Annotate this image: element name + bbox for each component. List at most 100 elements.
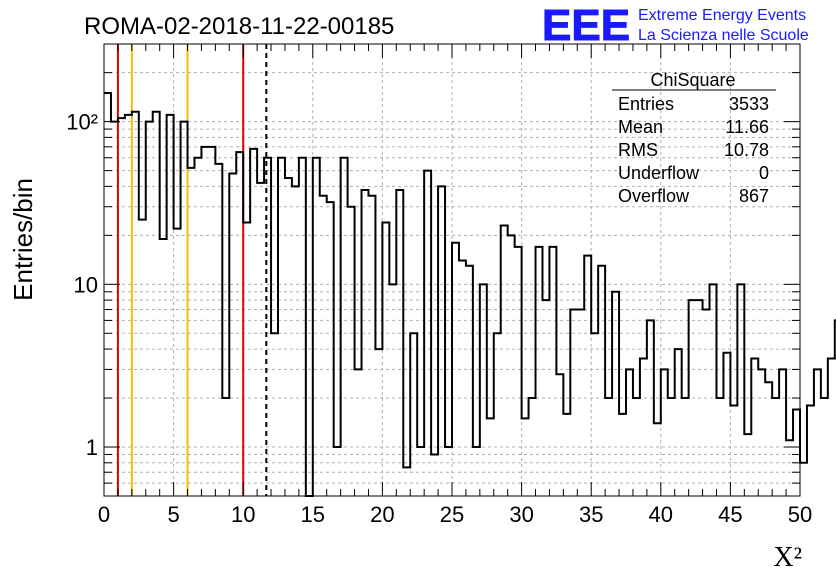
histogram-bin (320, 196, 327, 496)
histogram-bin (570, 310, 577, 496)
histogram-bin (160, 239, 167, 496)
axis-ticks (103, 43, 801, 497)
x-tick-label: 30 (509, 502, 533, 527)
stats-box: ChiSquare Entries 3533 Mean 11.66 RMS 10.78 Un… (612, 70, 776, 206)
x-tick-label: 45 (718, 502, 742, 527)
stats-value: 0 (759, 163, 769, 183)
stats-label: Mean (618, 117, 663, 137)
histogram-bin (626, 369, 633, 496)
histogram-bin (779, 369, 786, 496)
histogram-bin (640, 359, 647, 496)
histogram-bin (494, 333, 501, 496)
stats-label: Underflow (618, 163, 700, 183)
histogram-bin (111, 122, 118, 496)
histogram-bin (341, 158, 348, 496)
stats-value: 867 (739, 186, 769, 206)
x-tick-label: 10 (231, 502, 255, 527)
x-tick-label: 20 (370, 502, 394, 527)
histogram-bin (292, 186, 299, 496)
histogram-bin (132, 112, 139, 496)
histogram-bin (285, 178, 292, 496)
histogram-bin (208, 147, 215, 496)
y-axis-label: Entries/bin (8, 178, 38, 301)
histogram-bin (125, 115, 132, 496)
histogram-bin (278, 158, 285, 496)
histogram-bin (828, 359, 835, 496)
histogram-bin (382, 222, 389, 496)
histogram-outline (104, 91, 836, 497)
histogram-bin (737, 284, 744, 496)
histogram-bin (403, 467, 410, 496)
stats-value: 3533 (729, 94, 769, 114)
histogram-bin (744, 434, 751, 496)
x-axis-label: X² (773, 542, 802, 572)
stats-value: 11.66 (725, 117, 769, 137)
histogram-bin (556, 374, 563, 496)
histogram-bin (821, 398, 828, 496)
histogram-bin (765, 382, 772, 496)
histogram-bin (299, 158, 306, 496)
x-tick-label: 35 (579, 502, 603, 527)
histogram (104, 91, 836, 497)
y-tick-label: 10² (66, 110, 98, 135)
histogram-bin (730, 405, 737, 496)
x-tick-label: 5 (167, 502, 179, 527)
histogram-bin (508, 235, 515, 496)
x-tick-label: 50 (788, 502, 812, 527)
stats-label: Overflow (618, 186, 690, 206)
histogram-bin (459, 261, 466, 496)
histogram-bin (438, 186, 445, 496)
stats-label: Entries (618, 94, 674, 114)
histogram-bin (522, 418, 529, 496)
x-tick-labels: 0 5 10 15 20 25 30 35 40 45 50 (98, 502, 812, 527)
histogram-bin (167, 115, 174, 496)
histogram-bin (591, 333, 598, 496)
histogram-bin (362, 190, 369, 496)
histogram-bin (271, 333, 278, 496)
histogram-bin (800, 463, 807, 496)
histogram-bin (355, 369, 362, 496)
histogram-bin (368, 196, 375, 496)
histogram-bin (243, 222, 250, 496)
logo-line1: Extreme Energy Events (638, 7, 806, 24)
histogram-bin (661, 369, 668, 496)
histogram-bin (313, 158, 320, 496)
histogram-bin (675, 349, 682, 496)
histogram-bin (786, 440, 793, 496)
histogram-bin (480, 284, 487, 496)
eee-logo: EEE (542, 1, 630, 50)
histogram-bin (201, 147, 208, 496)
histogram-bin (215, 164, 222, 496)
histogram-bin (229, 173, 236, 496)
histogram-bin (758, 369, 765, 496)
chart-title: ROMA-02-2018-11-22-00185 (84, 13, 394, 40)
histogram-bin (410, 333, 417, 496)
histogram-bin (236, 152, 243, 496)
histogram-bin (348, 207, 355, 496)
histogram-bin (751, 359, 758, 496)
x-tick-label: 0 (98, 502, 110, 527)
stats-label: RMS (618, 140, 658, 160)
y-tick-label: 10 (74, 272, 98, 297)
x-tick-label: 25 (440, 502, 464, 527)
histogram-bin (431, 454, 438, 496)
histogram-bin (654, 423, 661, 496)
histogram-bin (814, 369, 821, 496)
marker-lines (116, 44, 268, 496)
histogram-bin (194, 158, 201, 496)
histogram-bin (181, 122, 188, 496)
histogram-bin (612, 292, 619, 496)
stats-value: 10.78 (724, 140, 769, 160)
histogram-bin (264, 158, 271, 496)
histogram-bin (118, 118, 125, 496)
histogram-bin (710, 284, 717, 496)
y-tick-label: 1 (86, 435, 98, 460)
x-tick-label: 40 (649, 502, 673, 527)
histogram-bin (807, 405, 814, 496)
histogram-bin (501, 225, 508, 496)
x-tick-label: 15 (301, 502, 325, 527)
histogram-bin (174, 229, 181, 496)
y-tick-labels: 1 10 10² (66, 110, 98, 460)
histogram-bin (723, 353, 730, 496)
